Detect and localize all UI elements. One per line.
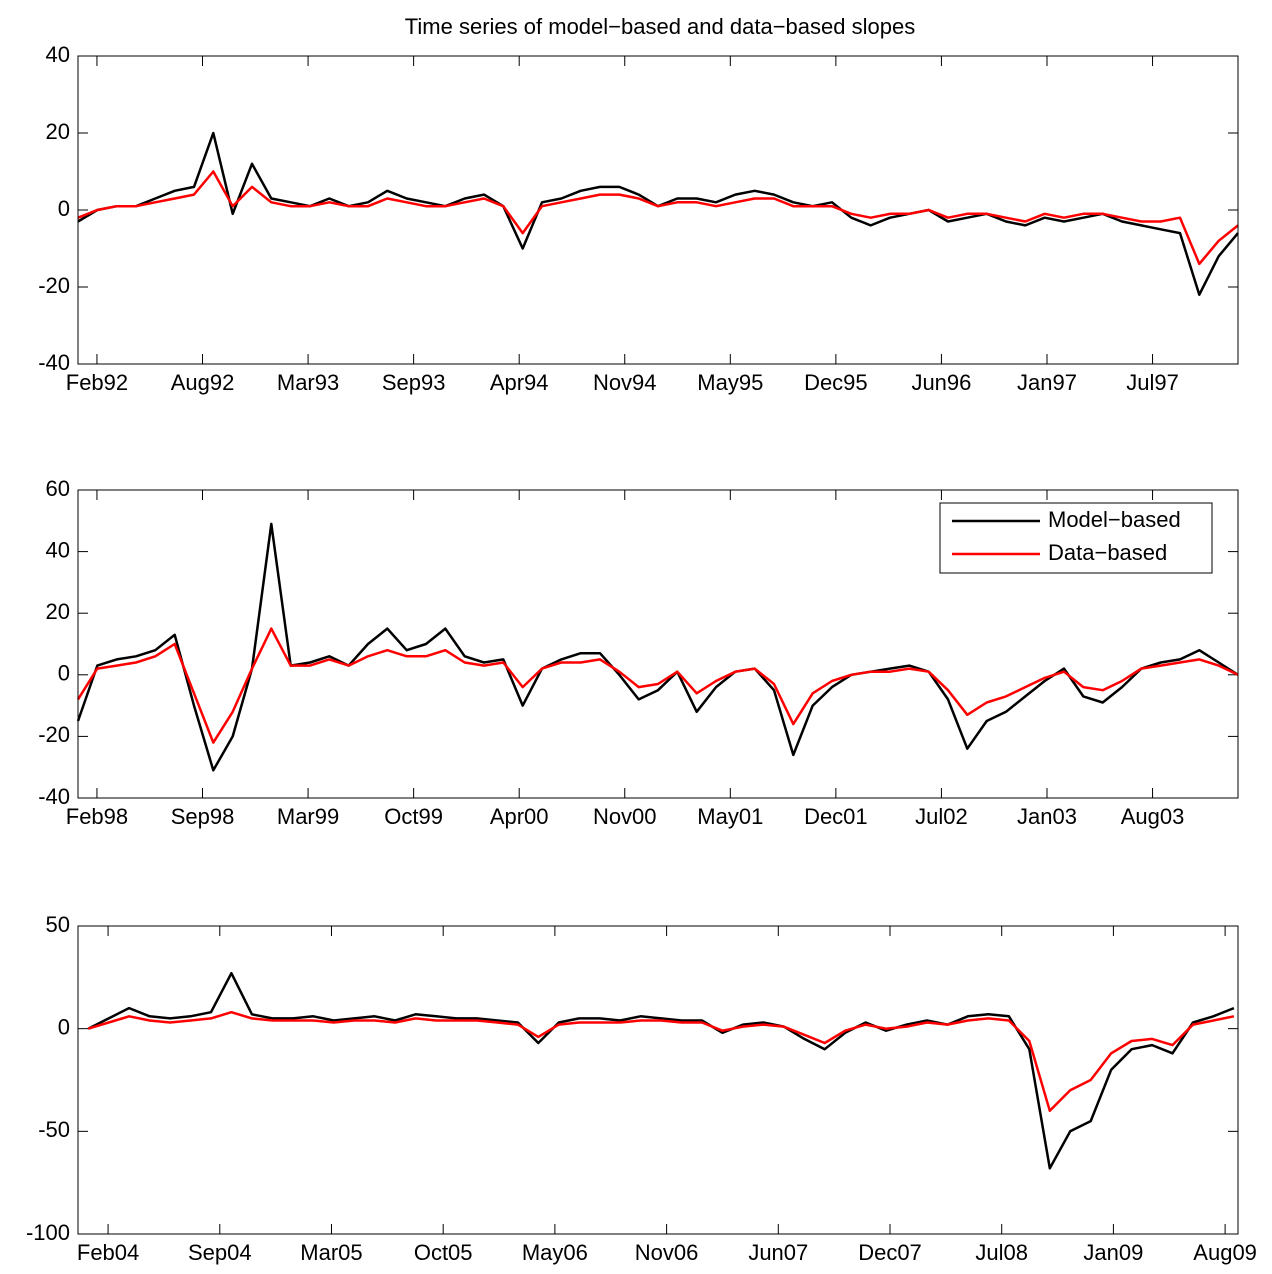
x-tick-label: Mar99 bbox=[277, 804, 339, 829]
x-tick-label: Dec95 bbox=[804, 370, 868, 395]
y-tick-label: -40 bbox=[38, 784, 70, 809]
chart-title: Time series of model−based and data−base… bbox=[405, 14, 915, 39]
x-tick-label: Mar93 bbox=[277, 370, 339, 395]
x-tick-label: Sep04 bbox=[188, 1240, 252, 1265]
x-tick-label: Jul97 bbox=[1126, 370, 1179, 395]
plot-area bbox=[78, 926, 1238, 1234]
x-tick-label: Apr00 bbox=[490, 804, 549, 829]
legend-label: Model−based bbox=[1048, 507, 1181, 532]
series-line bbox=[77, 170, 1239, 266]
x-tick-label: Jan97 bbox=[1017, 370, 1077, 395]
x-tick-label: Feb04 bbox=[77, 1240, 139, 1265]
axes-box bbox=[77, 489, 1239, 799]
y-tick-label: 0 bbox=[58, 196, 70, 221]
x-tick-label: Dec01 bbox=[804, 804, 868, 829]
series-line bbox=[76, 522, 1239, 772]
y-tick-label: 50 bbox=[46, 912, 70, 937]
y-tick-label: 0 bbox=[58, 661, 70, 686]
y-tick-label: 60 bbox=[46, 476, 70, 501]
y-tick-label: 40 bbox=[46, 42, 70, 67]
series-line bbox=[87, 971, 1235, 1170]
x-tick-label: Sep93 bbox=[382, 370, 446, 395]
legend-box bbox=[939, 502, 1213, 574]
x-tick-label: Mar05 bbox=[300, 1240, 362, 1265]
legend-label: Data−based bbox=[1048, 540, 1167, 565]
x-tick-label: Jul02 bbox=[915, 804, 968, 829]
x-tick-label: Aug03 bbox=[1121, 804, 1185, 829]
x-tick-label: Jan03 bbox=[1017, 804, 1077, 829]
y-tick-label: 40 bbox=[46, 537, 70, 562]
series-line bbox=[87, 1010, 1235, 1113]
y-tick-label: -20 bbox=[38, 722, 70, 747]
y-tick-label: -40 bbox=[38, 350, 70, 375]
x-tick-label: Feb92 bbox=[66, 370, 128, 395]
axes-box bbox=[77, 925, 1239, 1235]
x-tick-label: Oct99 bbox=[384, 804, 443, 829]
x-tick-label: Nov94 bbox=[593, 370, 657, 395]
plot-area bbox=[78, 56, 1238, 364]
x-tick-label: Jan09 bbox=[1083, 1240, 1143, 1265]
y-tick-label: 20 bbox=[46, 119, 70, 144]
x-tick-label: Sep98 bbox=[171, 804, 235, 829]
y-tick-label: 0 bbox=[58, 1014, 70, 1039]
x-tick-label: Nov00 bbox=[593, 804, 657, 829]
x-tick-label: Jun96 bbox=[911, 370, 971, 395]
x-tick-label: Apr94 bbox=[490, 370, 549, 395]
axes-box bbox=[77, 55, 1239, 365]
x-tick-label: Nov06 bbox=[635, 1240, 699, 1265]
x-tick-label: Aug09 bbox=[1193, 1240, 1257, 1265]
x-tick-label: Dec07 bbox=[858, 1240, 922, 1265]
x-tick-label: Oct05 bbox=[414, 1240, 473, 1265]
x-tick-label: May01 bbox=[697, 804, 763, 829]
x-tick-label: Aug92 bbox=[171, 370, 235, 395]
x-tick-label: May95 bbox=[697, 370, 763, 395]
x-tick-label: May06 bbox=[522, 1240, 588, 1265]
series-line bbox=[76, 627, 1239, 744]
y-tick-label: -20 bbox=[38, 273, 70, 298]
x-tick-label: Jun07 bbox=[748, 1240, 808, 1265]
x-tick-label: Jul08 bbox=[975, 1240, 1028, 1265]
y-tick-label: -50 bbox=[38, 1117, 70, 1142]
y-tick-label: -100 bbox=[26, 1220, 70, 1245]
x-tick-label: Feb98 bbox=[66, 804, 128, 829]
y-tick-label: 20 bbox=[46, 599, 70, 624]
